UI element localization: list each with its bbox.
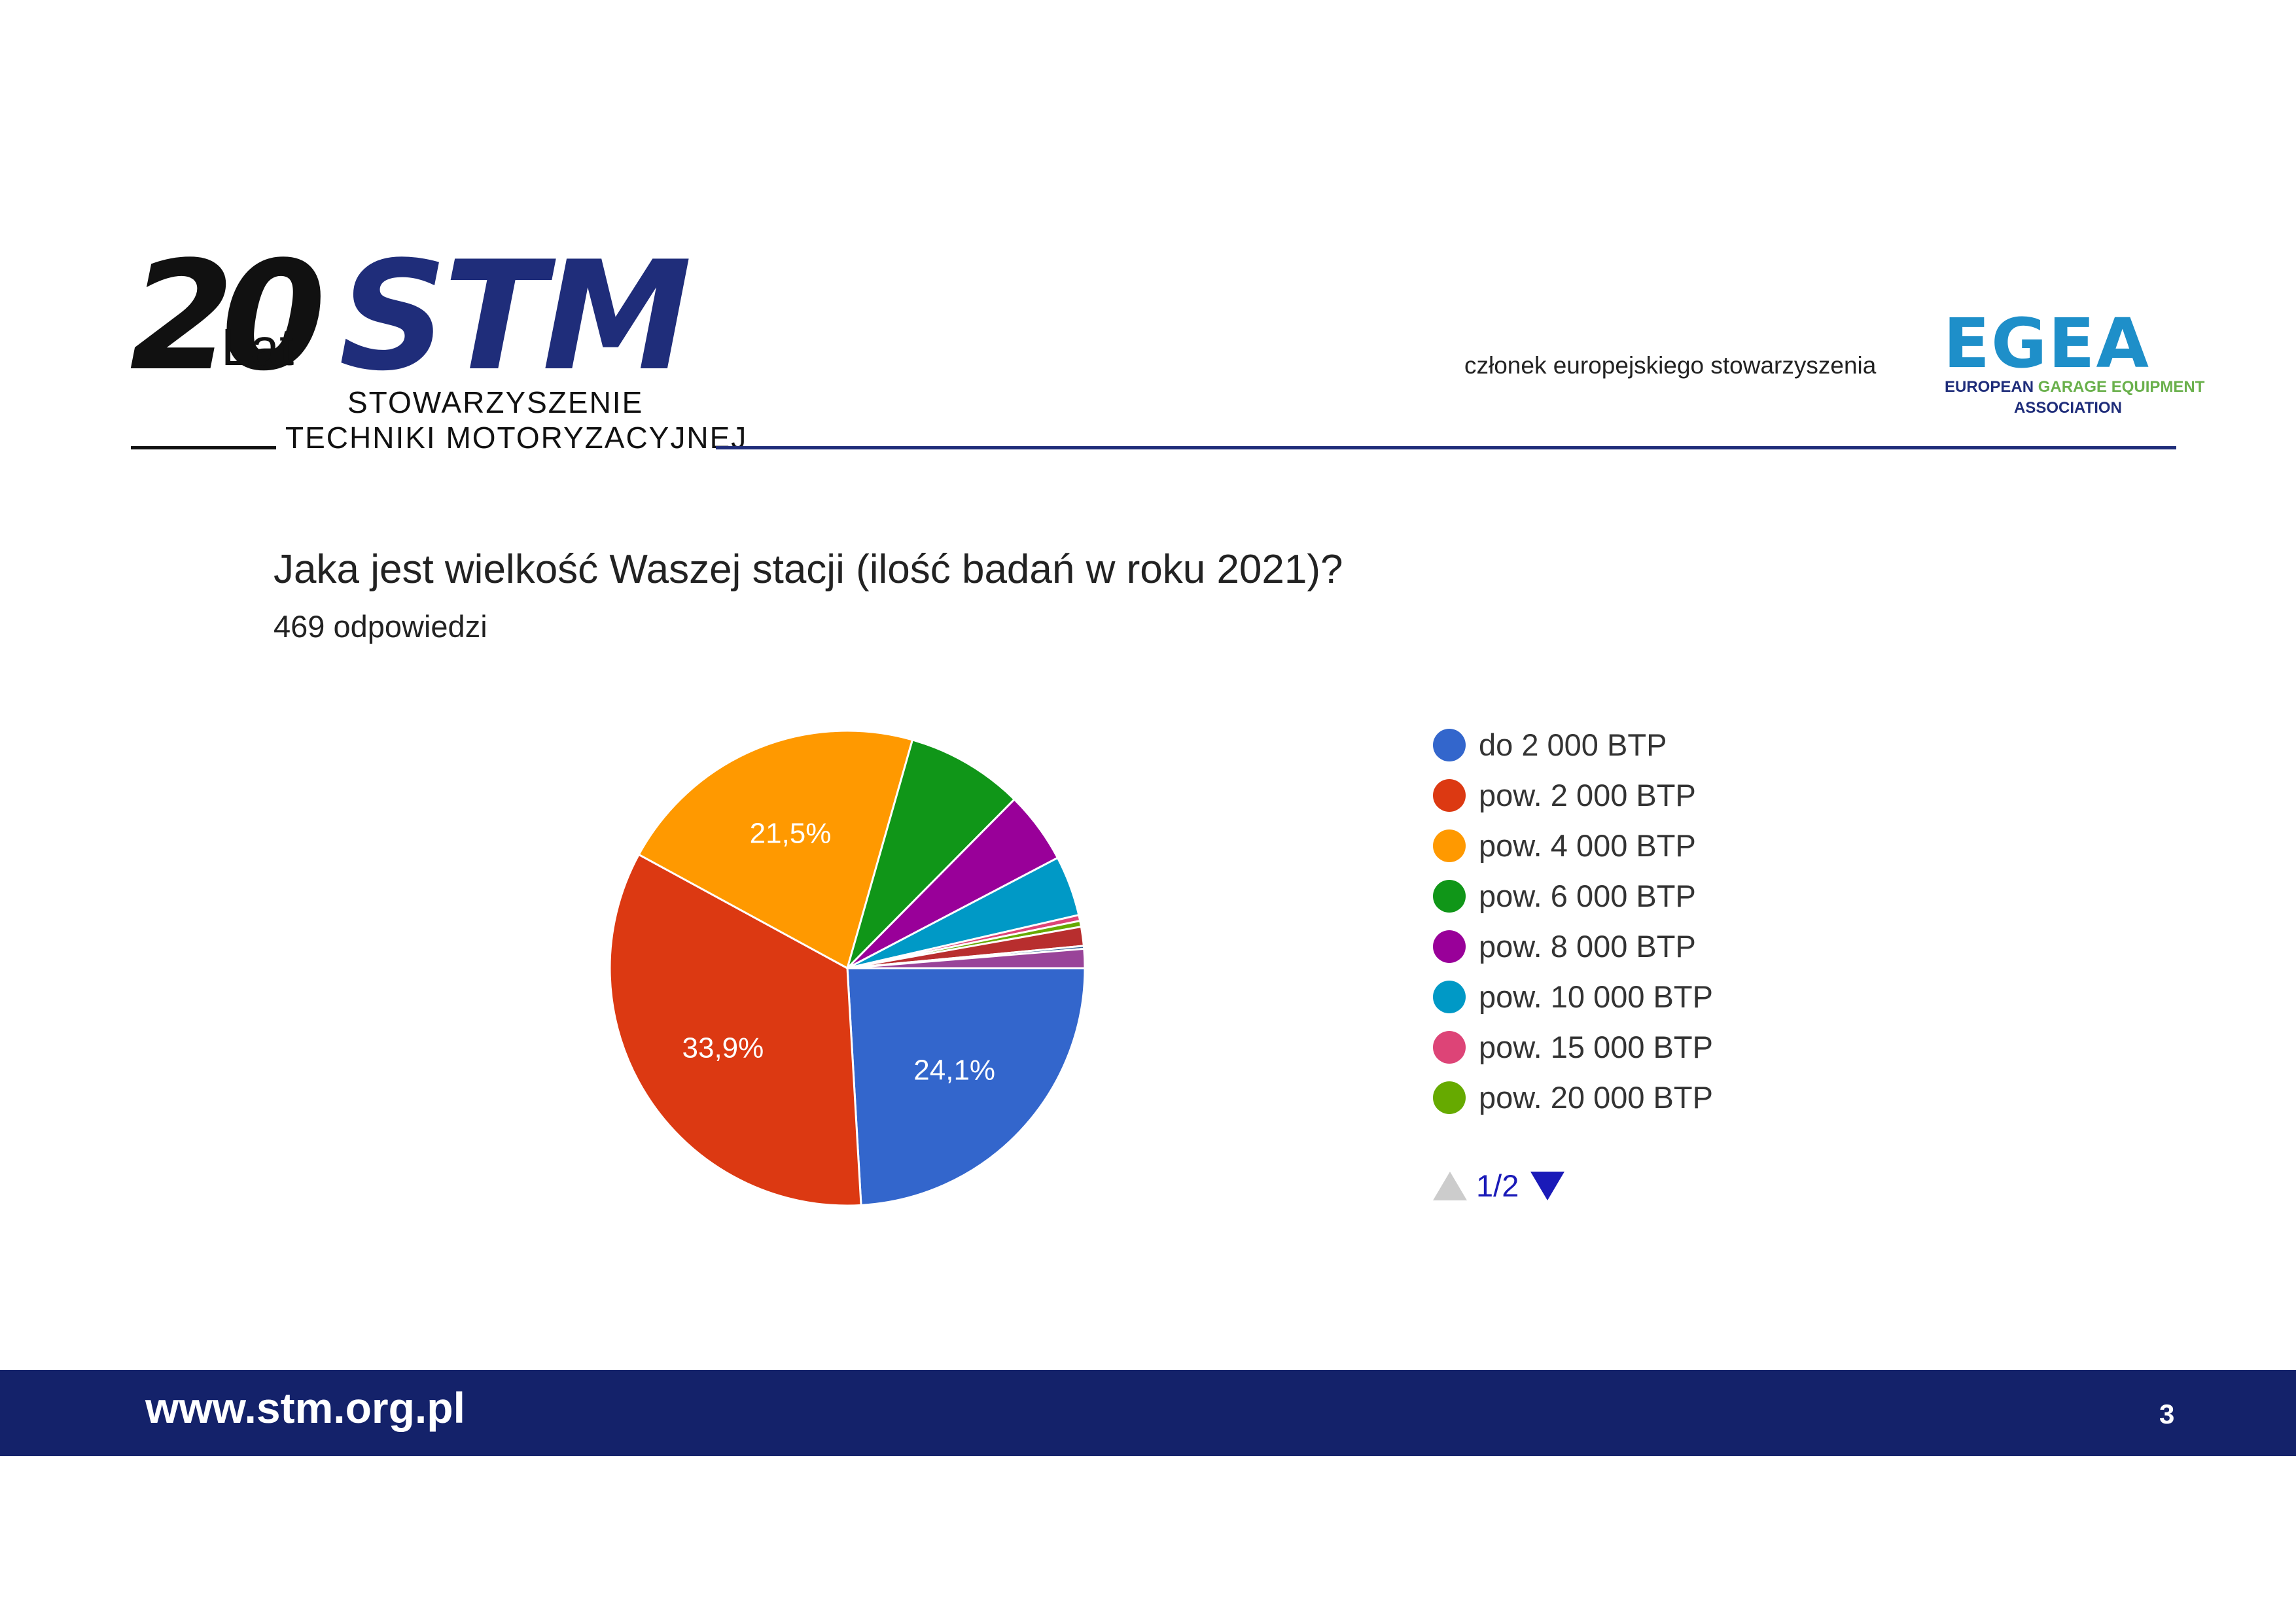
- legend-item: pow. 4 000 BTP: [1433, 820, 1713, 871]
- legend-label: do 2 000 BTP: [1479, 727, 1667, 762]
- legend-label: pow. 4 000 BTP: [1479, 828, 1696, 863]
- egea-sub-part1: EUROPEAN: [1945, 378, 2038, 396]
- footer-url: www.stm.org.pl: [145, 1384, 465, 1432]
- pie-data-label: 24,1%: [913, 1054, 995, 1086]
- logo-lat-text: Lat: [221, 318, 294, 376]
- page-number: 3: [2159, 1399, 2175, 1429]
- egea-logo-name: EGEA: [1943, 304, 2150, 383]
- legend-color-dot: [1433, 1081, 1466, 1114]
- logo-org-line1: STOWARZYSZENIE: [347, 385, 644, 419]
- stm-logo: 20 Lat STM STOWARZYSZENIE TECHNIKI MOTOR…: [130, 230, 746, 458]
- pie-chart: 24,1% 33,9% 21,5%: [609, 729, 1086, 1207]
- legend-label: pow. 20 000 BTP: [1479, 1080, 1713, 1115]
- legend-item: pow. 20 000 BTP: [1433, 1072, 1713, 1123]
- egea-member-text: członek europejskiego stowarzyszenia: [1464, 352, 1877, 379]
- egea-logo: EGEA EUROPEAN GARAGE EQUIPMENT ASSOCIATI…: [1943, 304, 2204, 425]
- question-title: Jaka jest wielkość Waszej stacji (ilość …: [274, 547, 1343, 592]
- legend-label: pow. 2 000 BTP: [1479, 778, 1696, 812]
- legend-item: pow. 10 000 BTP: [1433, 971, 1713, 1022]
- legend-pager: 1/2: [1433, 1168, 1565, 1204]
- legend-page-indicator: 1/2: [1476, 1168, 1519, 1203]
- response-count: 469 odpowiedzi: [274, 609, 487, 644]
- pie-slice-3: [637, 729, 914, 970]
- legend-label: pow. 6 000 BTP: [1479, 879, 1696, 913]
- pie-slice-11: [847, 947, 1086, 969]
- legend-color-dot: [1433, 1030, 1466, 1064]
- legend-item: pow. 8 000 BTP: [1433, 921, 1713, 971]
- legend-prev-icon[interactable]: [1433, 1171, 1467, 1200]
- legend-color-dot: [1433, 879, 1466, 913]
- egea-logo-subtitle: EUROPEAN GARAGE EQUIPMENT: [1945, 378, 2204, 396]
- legend-label: pow. 8 000 BTP: [1479, 929, 1696, 964]
- pie-data-label: 33,9%: [682, 1032, 764, 1064]
- legend-color-dot: [1433, 829, 1466, 862]
- pie-slice-4: [846, 739, 1016, 969]
- legend-color-dot: [1433, 980, 1466, 1013]
- legend-label: pow. 15 000 BTP: [1479, 1030, 1713, 1064]
- pie-slice-1: [846, 967, 1086, 1206]
- legend-item: pow. 15 000 BTP: [1433, 1022, 1713, 1072]
- logo-20-text: 20: [130, 230, 326, 404]
- header-divider-left: [131, 446, 276, 449]
- egea-sub-part2: GARAGE EQUIPMENT: [2038, 378, 2205, 396]
- legend-label: pow. 10 000 BTP: [1479, 979, 1713, 1014]
- legend-color-dot: [1433, 778, 1466, 812]
- header-divider-right: [716, 446, 2176, 449]
- legend-color-dot: [1433, 728, 1466, 761]
- legend-item: do 2 000 BTP: [1433, 720, 1713, 770]
- legend-color-dot: [1433, 930, 1466, 963]
- logo-org-line2: TECHNIKI MOTORYZACYJNEJ: [285, 421, 748, 455]
- legend-next-icon[interactable]: [1530, 1171, 1565, 1200]
- egea-logo-subtitle-line2: ASSOCIATION: [2014, 399, 2122, 417]
- logo-stm-text: STM: [339, 230, 692, 404]
- chart-legend: do 2 000 BTP pow. 2 000 BTP pow. 4 000 BTP…: [1433, 720, 1713, 1123]
- legend-item: pow. 6 000 BTP: [1433, 871, 1713, 921]
- legend-item: pow. 2 000 BTP: [1433, 770, 1713, 820]
- footer-bar: www.stm.org.pl 3: [0, 1370, 2296, 1456]
- pie-data-label: 21,5%: [750, 817, 832, 849]
